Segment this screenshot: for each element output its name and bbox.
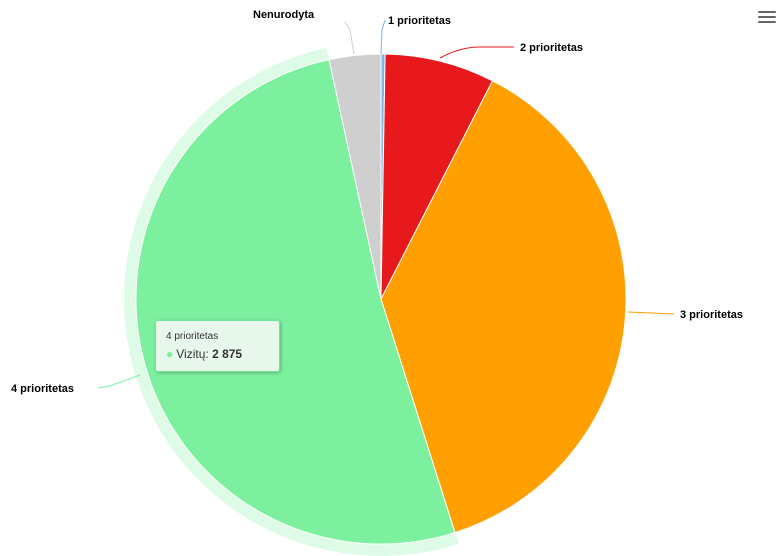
connector-2-prioritetas — [439, 46, 514, 59]
pie-slice-4-prioritetas[interactable] — [135, 58, 456, 545]
tooltip-value: 2 875 — [212, 347, 243, 361]
connector-4-prioritetas — [97, 374, 141, 389]
chart-tooltip: 4 prioritetas ● Vizitų: 2 875 — [155, 320, 280, 372]
data-label-3-prioritetas: 3 prioritetas — [680, 309, 743, 321]
connector-nenurodyta — [344, 21, 355, 55]
tooltip-series-marker: ● — [166, 347, 174, 361]
data-label-4-prioritetas: 4 prioritetas — [11, 383, 74, 395]
pie-slice-2-prioritetas[interactable] — [380, 53, 494, 300]
pie-slice-nenurodyta[interactable] — [328, 53, 382, 300]
chart-context-menu-icon[interactable] — [758, 8, 776, 26]
data-label-1-prioritetas: 1 prioritetas — [388, 15, 451, 27]
tooltip-row: ● Vizitų: 2 875 — [166, 347, 269, 361]
tooltip-series-label: Vizitų: — [176, 347, 209, 361]
data-label-nenurodyta: Nenurodyta — [253, 9, 315, 21]
data-label-2-prioritetas: 2 prioritetas — [520, 42, 583, 54]
connector-1-prioritetas — [380, 19, 386, 55]
tooltip-header: 4 prioritetas — [166, 331, 219, 342]
connector-3-prioritetas — [627, 311, 675, 315]
pie-slice-3-prioritetas[interactable] — [380, 80, 627, 534]
